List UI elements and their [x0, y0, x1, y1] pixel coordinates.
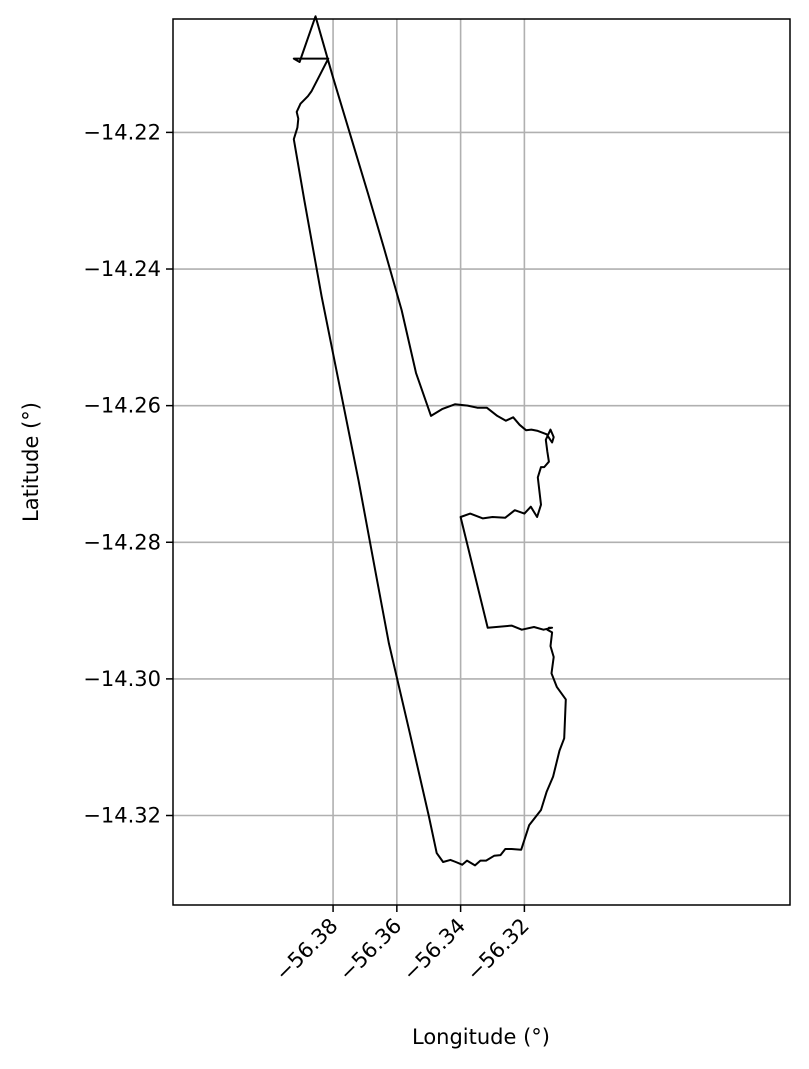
plot-frame: [172, 18, 791, 906]
y-tick-label: −14.26: [83, 394, 161, 418]
y-tick-label: −14.22: [83, 120, 161, 144]
y-axis-label: Latitude (°): [19, 402, 43, 522]
x-axis-label: Longitude (°): [412, 1025, 550, 1049]
grid-lines: [173, 19, 790, 905]
y-tick-label: −14.28: [83, 530, 161, 554]
y-tick-label: −14.32: [83, 804, 161, 828]
boundary-outline: [292, 15, 567, 867]
y-tick-label: −14.24: [83, 257, 161, 281]
y-tick-label: −14.30: [83, 667, 161, 691]
y-axis-ticks: −14.22 −14.24 −14.26 −14.28 −14.30 −14.32: [83, 120, 173, 828]
